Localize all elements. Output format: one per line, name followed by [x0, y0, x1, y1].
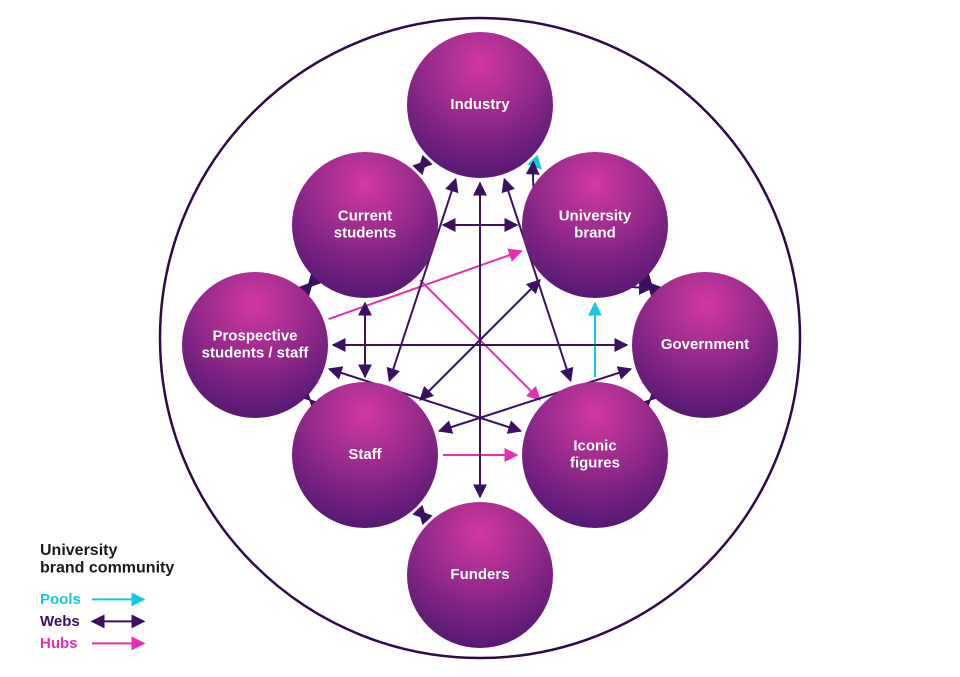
node-label-iconic-line1: figures: [570, 455, 620, 472]
node-label-industry: Industry: [450, 96, 510, 113]
legend-title-line0: University: [40, 542, 117, 559]
legend-label-webs: Webs: [40, 613, 80, 630]
node-prospective: Prospectivestudents / staff: [182, 272, 328, 418]
node-label-current-line1: students: [334, 225, 397, 242]
node-current: Currentstudents: [292, 152, 438, 298]
node-label-funders: Funders: [450, 566, 509, 583]
node-staff: Staff: [292, 382, 438, 528]
node-government: Government: [632, 272, 778, 418]
node-label-current-line0: Current: [338, 207, 392, 224]
node-label-iconic-line0: Iconic: [573, 437, 616, 454]
node-iconic: Iconicfigures: [522, 382, 668, 528]
brand-community-diagram: IndustryCurrentstudentsUniversitybrandPr…: [0, 0, 960, 677]
node-label-government: Government: [661, 336, 749, 353]
legend-label-hubs: Hubs: [40, 635, 78, 652]
edge-webs-staff-funders: [419, 511, 426, 518]
edge-webs-industry-current: [419, 161, 426, 168]
node-label-brand-line0: University: [559, 207, 632, 224]
node-label-prospective-line0: Prospective: [212, 327, 297, 344]
node-brand: Universitybrand: [522, 152, 668, 298]
edge-webs-brand-government: [648, 282, 653, 287]
node-label-brand-line1: brand: [574, 225, 616, 242]
node-industry: Industry: [407, 32, 553, 178]
node-label-staff: Staff: [348, 446, 382, 463]
node-label-prospective-line1: students / staff: [202, 345, 310, 362]
edge-webs-current-prospective: [308, 282, 313, 287]
edge-pools-industry-brand: [534, 161, 541, 168]
legend-title-line1: brand community: [40, 560, 174, 577]
legend-label-pools: Pools: [40, 591, 81, 608]
node-funders: Funders: [407, 502, 553, 648]
